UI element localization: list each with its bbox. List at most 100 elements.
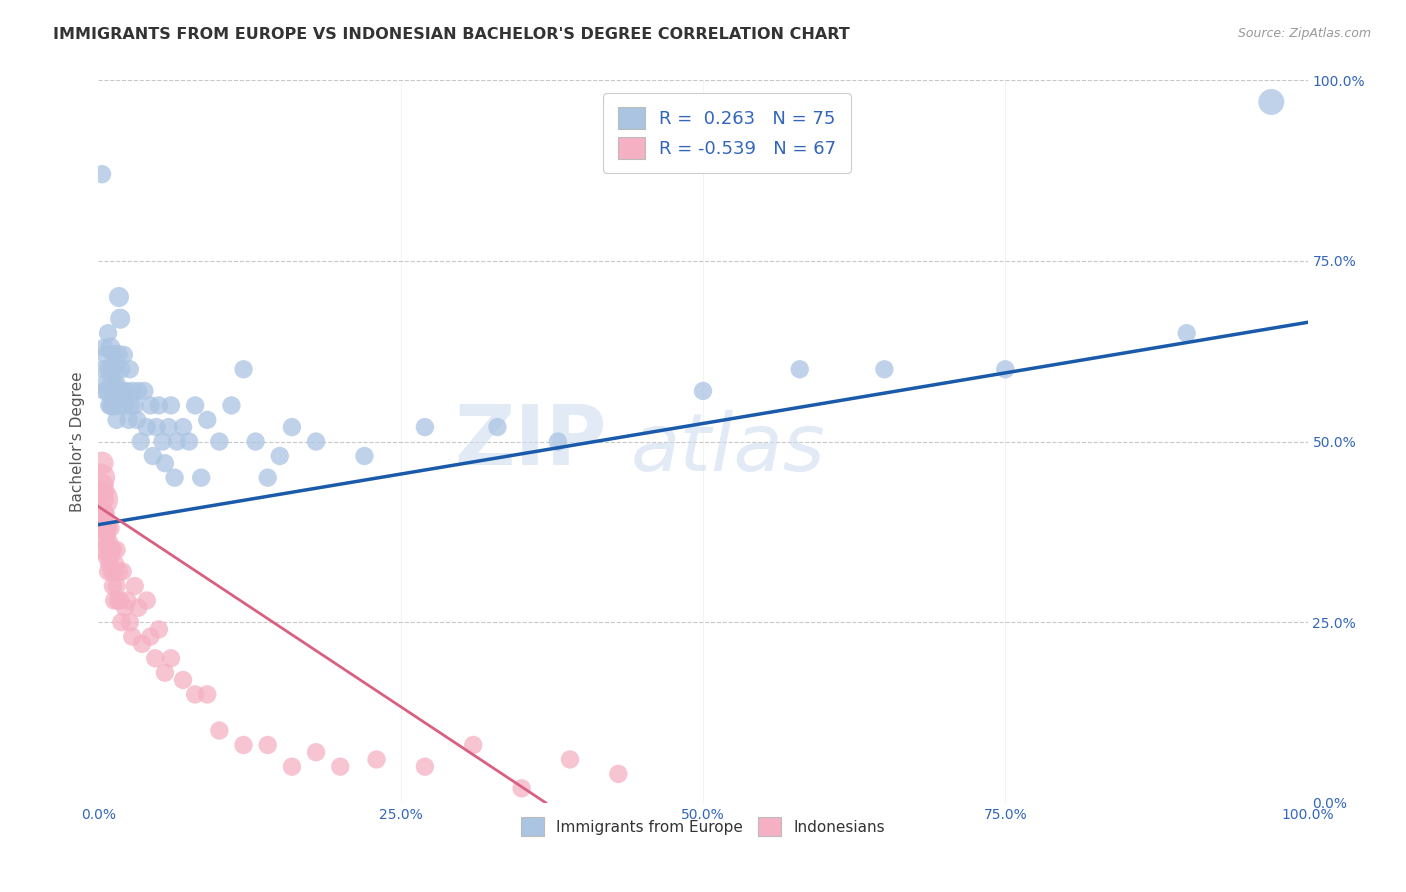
Text: atlas: atlas [630,409,825,488]
Point [89,492,111,507]
Point [108,593,131,607]
Point [96,521,118,535]
Point [98,558,121,572]
Point [91,362,114,376]
Point [190,470,212,484]
Point [93,485,115,500]
Point [166,434,188,449]
Text: IMMIGRANTS FROM EUROPE VS INDONESIAN BACHELOR'S DEGREE CORRELATION CHART: IMMIGRANTS FROM EUROPE VS INDONESIAN BAC… [53,27,851,42]
Point [172,420,194,434]
Point [163,470,186,484]
Point [120,398,142,412]
Point [101,384,124,398]
Point [90,470,112,484]
Point [91,485,114,500]
Point [195,687,218,701]
Point [134,384,156,398]
Point [148,398,170,412]
Point [91,167,114,181]
Point [145,420,167,434]
Point [105,542,128,557]
Point [93,341,115,355]
Point [115,384,138,398]
Point [131,637,153,651]
Point [160,651,183,665]
Point [118,413,141,427]
Point [94,535,117,549]
Point [256,738,278,752]
Point [558,752,581,766]
Point [110,615,132,630]
Point [221,398,243,412]
Point [91,456,114,470]
Point [91,478,114,492]
Point [100,542,122,557]
Legend: Immigrants from Europe, Indonesians: Immigrants from Europe, Indonesians [515,811,891,842]
Point [160,398,183,412]
Point [97,326,120,340]
Point [97,542,120,557]
Point [607,767,630,781]
Point [108,290,131,304]
Point [93,492,115,507]
Point [153,665,176,680]
Point [245,434,267,449]
Point [103,376,125,391]
Point [510,781,533,796]
Point [281,420,304,434]
Point [103,398,125,412]
Point [96,384,118,398]
Text: ZIP: ZIP [454,401,606,482]
Point [208,723,231,738]
Point [93,384,115,398]
Point [139,398,162,412]
Point [90,507,112,521]
Point [124,579,146,593]
Point [142,449,165,463]
Point [692,384,714,398]
Point [101,579,124,593]
Point [139,630,162,644]
Point [1175,326,1198,340]
Point [91,521,114,535]
Point [366,752,388,766]
Point [179,434,201,449]
Point [96,550,118,565]
Point [184,398,207,412]
Point [172,673,194,687]
Point [121,630,143,644]
Y-axis label: Bachelor's Degree: Bachelor's Degree [69,371,84,512]
Point [353,449,375,463]
Point [305,434,328,449]
Point [100,341,122,355]
Point [789,362,811,376]
Point [232,738,254,752]
Point [105,579,128,593]
Point [108,311,131,326]
Point [103,565,125,579]
Point [148,623,170,637]
Point [94,507,117,521]
Point [91,507,114,521]
Point [127,384,149,398]
Point [104,362,127,376]
Point [127,413,149,427]
Point [118,362,141,376]
Point [305,745,328,759]
Point [256,470,278,484]
Point [96,528,118,542]
Point [105,413,128,427]
Point [208,434,231,449]
Point [118,615,141,630]
Point [281,760,304,774]
Point [104,391,127,405]
Point [94,376,117,391]
Point [127,600,149,615]
Point [96,348,118,362]
Point [114,398,136,412]
Point [93,521,115,535]
Point [98,398,121,412]
Point [100,550,122,565]
Point [101,348,124,362]
Point [463,738,485,752]
